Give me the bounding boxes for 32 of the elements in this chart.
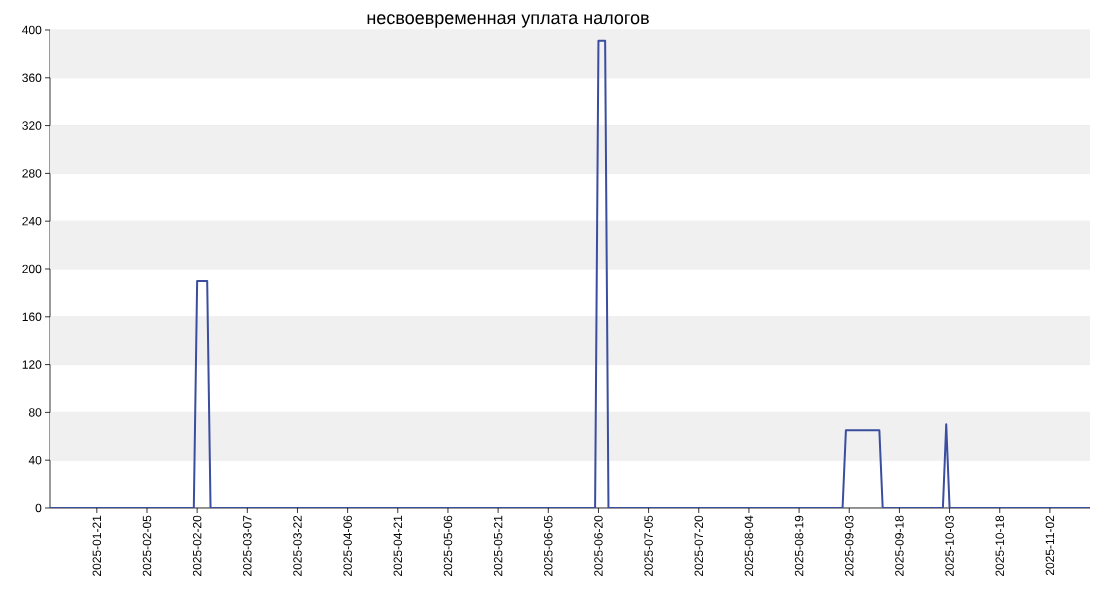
x-tick-label: 2025-04-06 <box>343 515 352 576</box>
y-tick-label: 80 <box>28 408 42 417</box>
x-tick-label: 2025-04-21 <box>393 515 403 576</box>
x-tick-label: 2025-02-05 <box>142 515 152 576</box>
y-tick-label: 200 <box>22 264 42 274</box>
y-tick-label: 280 <box>22 169 42 178</box>
y-tick-label: 360 <box>22 73 42 83</box>
x-tick-label: 2025-05-06 <box>443 515 453 576</box>
x-tick-label: 2025-07-20 <box>694 515 704 576</box>
x-tick-label: 2025-03-22 <box>293 515 302 576</box>
x-tick-label: 2025-07-05 <box>644 515 653 576</box>
x-tick-label: 2025-09-18 <box>895 515 904 576</box>
x-tick-label: 2025-08-19 <box>794 515 804 576</box>
x-tick-label: 2025-08-04 <box>744 515 754 576</box>
x-tick-label: 2025-01-21 <box>92 515 102 576</box>
x-tick-label: 2025-06-05 <box>544 515 553 576</box>
y-tick-label: 320 <box>22 121 42 130</box>
x-tick-label: 2025-03-07 <box>243 515 252 576</box>
x-tick-label: 2025-06-20 <box>594 515 603 576</box>
y-tick-label: 160 <box>22 312 42 322</box>
x-tick-label: 2025-10-03 <box>945 515 954 576</box>
x-tick-label: 2025-10-18 <box>995 515 1004 576</box>
y-tick-label: 0 <box>35 503 42 513</box>
y-tick-label: 400 <box>22 25 42 35</box>
y-tick-label: 240 <box>22 216 42 226</box>
x-tick-label: 2025-11-02 <box>1045 515 1055 576</box>
y-tick-label: 120 <box>22 360 42 369</box>
x-tick-label: 2025-02-20 <box>192 515 202 576</box>
x-tick-label: 2025-05-21 <box>493 515 503 576</box>
y-tick-label: 40 <box>28 455 42 465</box>
chart-title: несвоевременная уплата налогов <box>367 14 649 28</box>
x-tick-label: 2025-09-03 <box>845 515 854 576</box>
